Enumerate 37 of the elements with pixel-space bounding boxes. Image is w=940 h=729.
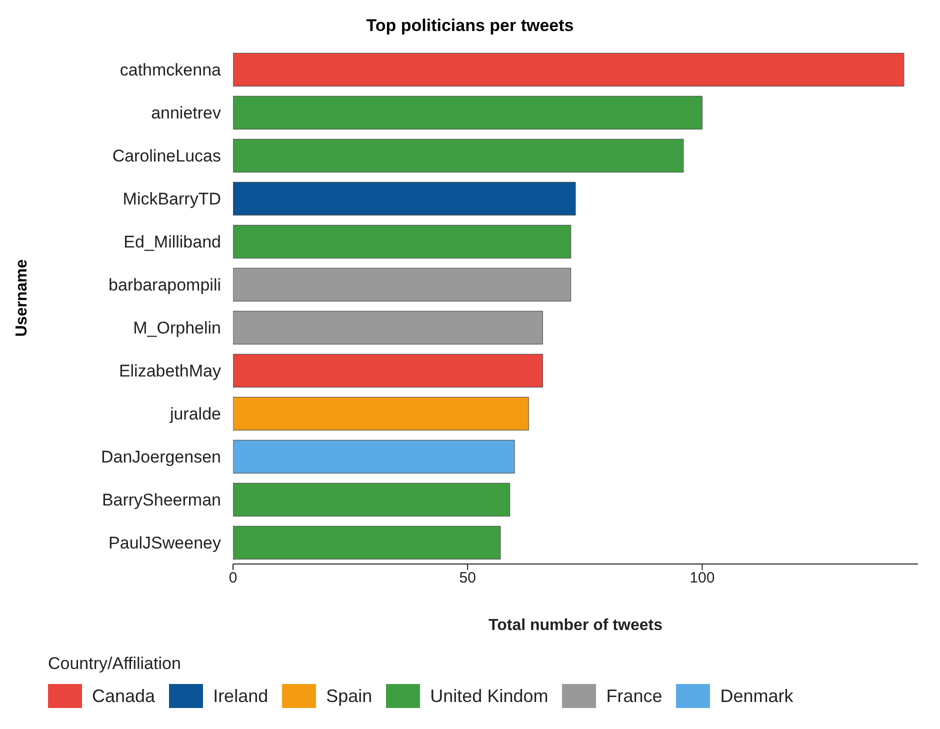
bar [233, 138, 684, 172]
y-tick-label: Ed_Milliband [124, 232, 221, 252]
bar [233, 310, 543, 344]
y-tick-label: DanJoergensen [100, 448, 221, 467]
y-tick-label: CarolineLucas [112, 146, 221, 166]
bar [233, 96, 702, 130]
legend-label: Canada [92, 686, 156, 706]
y-tick-label: M_Orphelin [133, 318, 221, 338]
y-tick-label: MickBarryTD [122, 190, 221, 209]
legend-label: Spain [326, 686, 372, 706]
y-tick-label: cathmckenna [120, 60, 222, 80]
bar [233, 526, 501, 560]
y-tick-label: PaulJSweeney [108, 534, 222, 553]
x-axis-title: Total number of tweets [488, 617, 663, 634]
bar [233, 440, 515, 474]
chart-title: Top politicians per tweets [365, 15, 575, 37]
x-tick-label: 0 [228, 570, 238, 587]
bar [233, 52, 904, 86]
bar [233, 182, 576, 216]
bar [233, 482, 510, 516]
y-tick-label: annietrev [151, 104, 222, 123]
y-tick-label: BarrySheerman [102, 490, 221, 510]
bar [233, 396, 529, 430]
legend-label: Ireland [213, 686, 268, 706]
legend-label: United Kindom [430, 686, 548, 706]
legend-label: Denmark [720, 686, 794, 706]
y-tick-label: juralde [168, 404, 221, 424]
legend-title: Country/Affiliation [48, 654, 182, 674]
bar [233, 354, 543, 388]
legend-label: France [606, 686, 662, 706]
y-tick-label: barbarapompili [108, 276, 221, 295]
x-tick-label: 50 [459, 570, 476, 587]
bar [233, 224, 572, 258]
y-axis-title: Username [14, 259, 32, 337]
x-tick-label: 100 [690, 570, 715, 587]
bar [233, 268, 572, 302]
y-tick-label: ElizabethMay [118, 362, 222, 381]
